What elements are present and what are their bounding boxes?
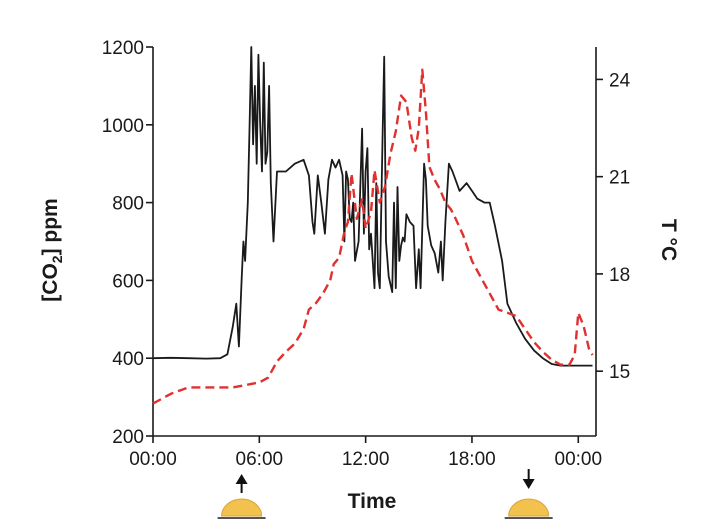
- left-y-tick-label: 800: [112, 194, 144, 215]
- sun-icon: [508, 498, 550, 517]
- sunset-arrow-icon: [522, 479, 535, 489]
- right-y-tick-label: 21: [609, 168, 630, 189]
- sunrise-arrow-icon: [235, 474, 248, 484]
- x-tick-label: 18:00: [448, 449, 496, 470]
- left-y-tick-label: 200: [112, 427, 144, 448]
- sun-icon: [221, 498, 263, 517]
- sun-markers: [217, 469, 553, 519]
- right-y-tick-label: 18: [609, 265, 630, 286]
- sunset-marker: [504, 469, 553, 519]
- left-y-tick-label: 600: [112, 271, 144, 292]
- left-y-tick-label: 1000: [102, 116, 144, 137]
- right-y-tick-label: 24: [609, 70, 631, 91]
- left-y-axis-title: [CO2] ppm: [39, 198, 65, 301]
- right-y-axis-title: T °C: [657, 219, 680, 261]
- co2-line: [152, 46, 593, 367]
- x-tick-label: 12:00: [342, 449, 390, 470]
- x-tick-label: 06:00: [236, 449, 284, 470]
- temperature-line: [152, 68, 594, 405]
- right-y-tick-label: 15: [609, 362, 630, 383]
- left-y-tick-label: 1200: [102, 38, 144, 59]
- x-axis-title: Time: [348, 490, 397, 513]
- sunrise-marker: [217, 474, 266, 519]
- chart-axes: 200 400 600 800 1000 1200 15 18 21 24 00:00 06:00 12…: [102, 38, 631, 470]
- chart-series: [152, 46, 594, 405]
- x-tick-label: 00:00: [129, 449, 177, 470]
- left-y-tick-label: 400: [112, 349, 144, 370]
- x-tick-label: 00:00: [555, 449, 603, 470]
